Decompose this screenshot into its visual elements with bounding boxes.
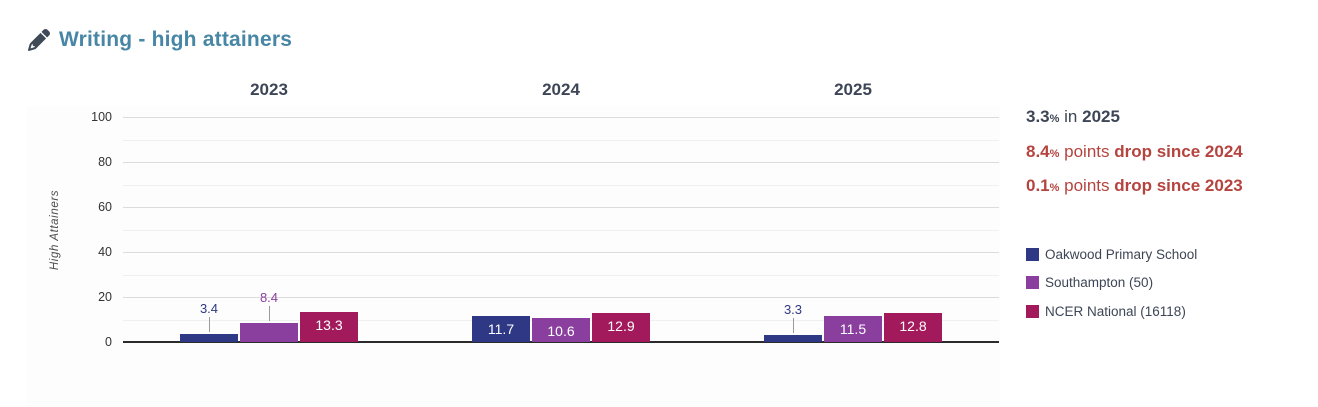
stat-line-drop: 8.4% points drop since 2024 xyxy=(1026,141,1243,161)
value-leader-line xyxy=(793,317,794,333)
bar-oakwood-primary-school-2024[interactable] xyxy=(472,315,530,342)
year-label-2024: 2024 xyxy=(542,80,580,99)
y-axis-title: High Attainers xyxy=(49,189,61,271)
header: Writing - high attainers xyxy=(28,28,292,52)
x-axis-line xyxy=(123,341,999,343)
bar-southampton-50-2025[interactable] xyxy=(824,316,882,342)
pencil-icon[interactable] xyxy=(28,29,50,51)
legend-item-oakwood-primary-school[interactable]: Oakwood Primary School xyxy=(1026,240,1197,269)
bar-value-label: 8.4 xyxy=(259,290,279,306)
legend-swatch xyxy=(1026,247,1039,261)
bar-ncer-national-16118-2024[interactable] xyxy=(592,312,650,342)
bar-value-label: 13.3 xyxy=(315,317,343,334)
legend: Oakwood Primary School Southampton (50) NC… xyxy=(1026,240,1197,326)
bar-value-label: 11.7 xyxy=(487,320,515,337)
legend-label: NCER National (16118) xyxy=(1045,303,1186,319)
value-leader-line xyxy=(269,306,270,322)
y-tick-label: 0 xyxy=(105,335,112,349)
gridline xyxy=(123,162,999,163)
gridline xyxy=(123,117,999,118)
bar-value-label: 10.6 xyxy=(547,323,575,340)
plot-area: 3.4 8.4 13.3 11.7 10.6 12.9 3.3 11.5 12.8 xyxy=(123,117,999,343)
bar-ncer-national-16118-2025[interactable] xyxy=(884,313,942,342)
legend-label: Oakwood Primary School xyxy=(1045,246,1198,262)
gridline xyxy=(123,184,999,186)
y-tick-label: 20 xyxy=(98,290,112,304)
bar-southampton-50-2023[interactable] xyxy=(240,323,298,342)
gridline xyxy=(123,207,999,208)
bar-value-label: 12.9 xyxy=(607,317,635,334)
value-leader-line xyxy=(209,317,210,333)
bar-oakwood-primary-school-2025[interactable] xyxy=(764,334,822,342)
bar-southampton-50-2024[interactable] xyxy=(532,318,590,342)
gridline xyxy=(123,274,999,276)
stat-line-current: 3.3% in 2025 xyxy=(1026,107,1120,126)
bar-value-label: 12.8 xyxy=(899,318,927,335)
bar-value-label: 3.3 xyxy=(783,301,803,317)
bar-value-label: 3.4 xyxy=(199,301,219,317)
year-label-2023: 2023 xyxy=(250,80,288,99)
y-tick-label: 80 xyxy=(98,155,112,169)
stat-line-drop: 0.1% points drop since 2023 xyxy=(1026,176,1243,195)
bar-value-label: 11.5 xyxy=(839,321,867,338)
y-tick-label: 60 xyxy=(98,200,112,214)
legend-swatch xyxy=(1026,276,1039,290)
gridline xyxy=(123,229,999,231)
legend-item-ncer-national-16118[interactable]: NCER National (16118) xyxy=(1026,297,1197,326)
y-tick-label: 100 xyxy=(91,110,112,124)
bar-ncer-national-16118-2023[interactable] xyxy=(300,312,358,342)
chart-card xyxy=(27,106,1000,407)
stats-panel: 3.3% in 2025 8.4% points drop since 2024 0… xyxy=(1026,101,1312,205)
gridline xyxy=(123,252,999,253)
gridline xyxy=(123,139,999,141)
legend-label: Southampton (50) xyxy=(1045,275,1154,291)
y-tick-label: 40 xyxy=(98,245,112,259)
bar-oakwood-primary-school-2023[interactable] xyxy=(180,334,238,342)
legend-item-southampton-50[interactable]: Southampton (50) xyxy=(1026,269,1197,298)
gridline xyxy=(123,297,999,298)
legend-swatch xyxy=(1026,304,1039,318)
year-label-2025: 2025 xyxy=(834,80,872,99)
page-title: Writing - high attainers xyxy=(59,28,293,51)
